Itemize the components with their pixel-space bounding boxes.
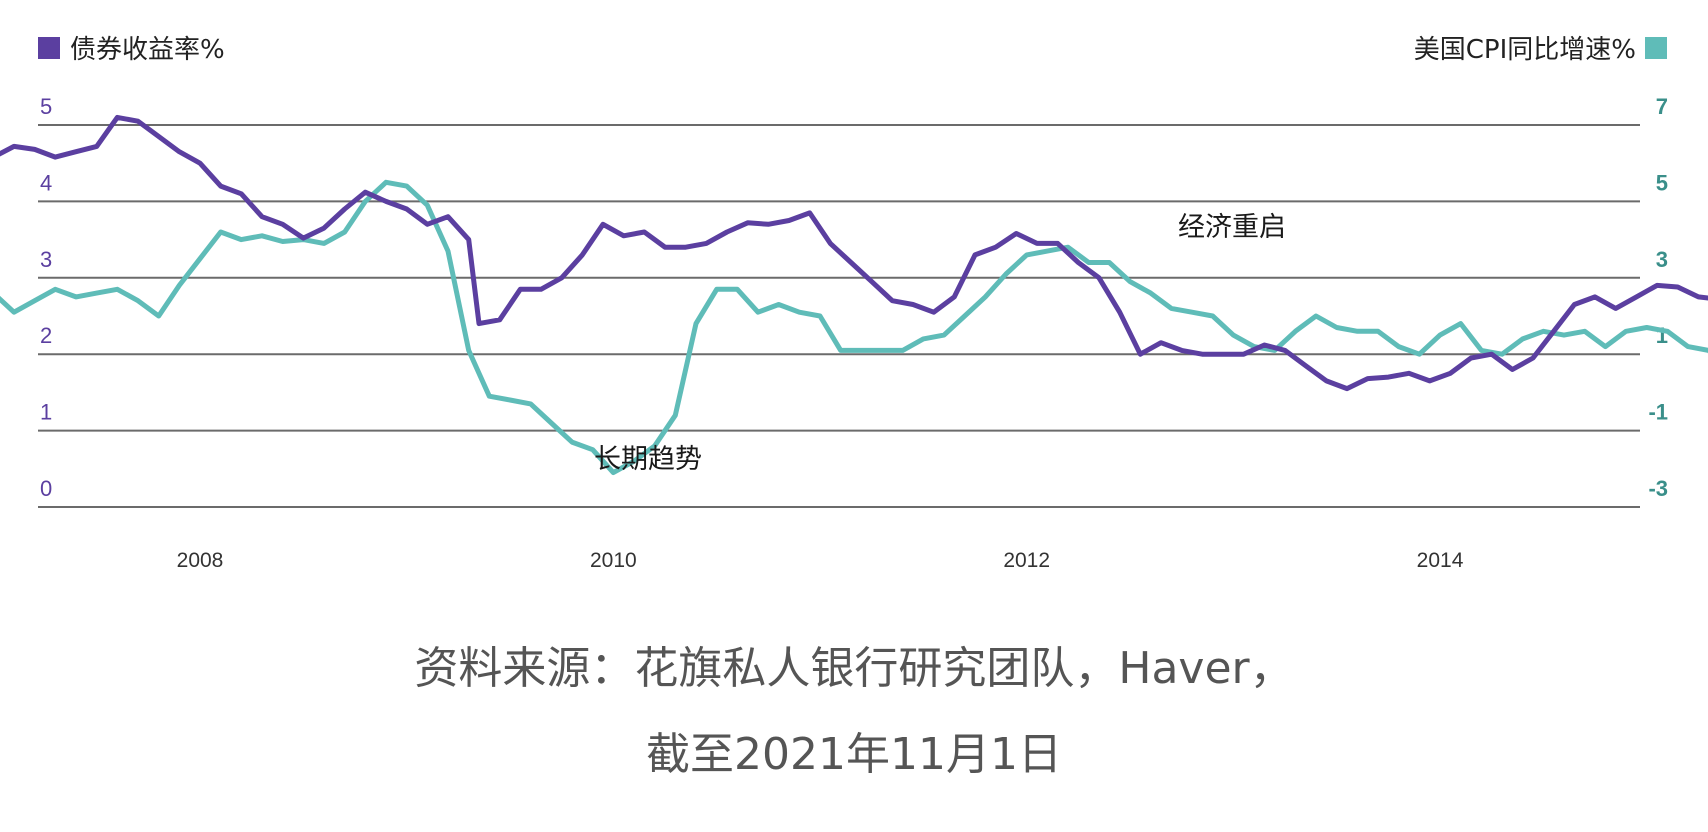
left-tick-label: 2 xyxy=(40,323,52,348)
gridlines xyxy=(38,124,1640,508)
left-tick-label: 0 xyxy=(40,476,52,501)
series-line-bond-yield xyxy=(0,114,1708,392)
x-axis-ticks: 2008201020122014201620182020 xyxy=(177,549,1464,572)
right-tick-label: -3 xyxy=(1648,476,1668,501)
source-line-2: 截至2021年11月1日 xyxy=(646,729,1062,780)
x-tick-label: 2012 xyxy=(1003,549,1050,572)
left-tick-label: 5 xyxy=(40,94,52,119)
x-tick-label: 2008 xyxy=(177,549,224,572)
legend-swatch-cpi xyxy=(1645,37,1667,59)
legend-label-cpi: 美国CPI同比增速% xyxy=(1414,35,1636,65)
left-tick-label: 3 xyxy=(40,247,52,272)
left-tick-label: 4 xyxy=(40,170,52,195)
left-axis-ticks: 0 1 2 3 4 5 xyxy=(40,94,52,501)
right-tick-label: 3 xyxy=(1656,247,1668,272)
right-tick-label: 1 xyxy=(1656,323,1668,348)
source-line-1: 资料来源：花旗私人银行研究团队，Haver， xyxy=(414,643,1294,694)
right-tick-label: -1 xyxy=(1648,400,1668,425)
left-tick-label: 1 xyxy=(40,400,52,425)
x-tick-label: 2014 xyxy=(1417,549,1464,572)
legend-swatch-bond-yield xyxy=(38,37,60,59)
right-tick-label: 7 xyxy=(1656,94,1668,119)
right-axis-ticks: -3 -1 1 3 5 7 xyxy=(1648,94,1668,501)
annotation-economic-restart: 经济重启 xyxy=(1178,212,1286,243)
chart: 债券收益率% 美国CPI同比增速% 0 1 2 3 4 5 -3 -1 1 3 5 7 2008 20… xyxy=(0,35,1708,572)
annotation-long-term-trend: 长期趋势 xyxy=(594,444,702,475)
series-lines xyxy=(0,114,1708,476)
legend-label-bond-yield: 债券收益率% xyxy=(70,35,225,65)
x-tick-label: 2010 xyxy=(590,549,637,572)
series-line-cpi xyxy=(0,179,1708,476)
right-tick-label: 5 xyxy=(1656,170,1668,195)
